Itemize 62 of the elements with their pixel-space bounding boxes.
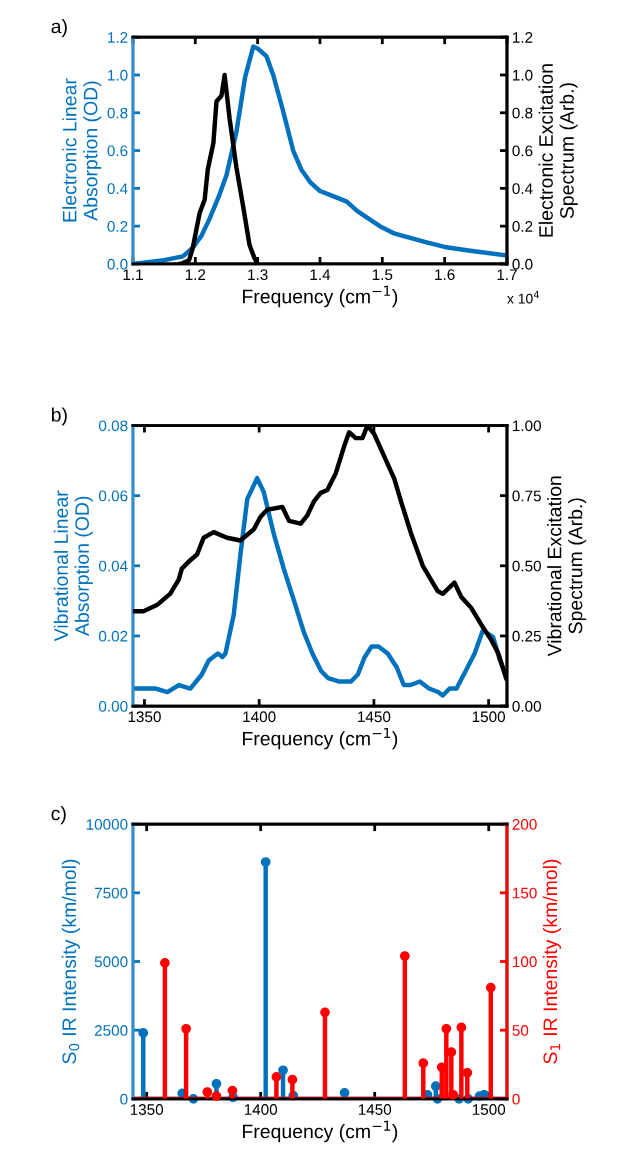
x-tick-label: 1.2 xyxy=(185,269,206,280)
y2-tick-label: 150 xyxy=(513,887,537,899)
x-tick-label: 1.6 xyxy=(435,269,455,281)
x-tick-label: 1450 xyxy=(358,1104,392,1115)
y2-tick-label: 0.4 xyxy=(512,183,533,195)
y-tick-label: 0.4 xyxy=(107,183,128,195)
y2-tick-label: 200 xyxy=(512,819,537,830)
y-tick-label: 0.02 xyxy=(98,630,128,642)
y2-tick-label: 0 xyxy=(512,1093,520,1105)
text: x 10$^{4}$ xyxy=(507,291,540,304)
x-axis-title: Frequency (cm$^{−1}$) xyxy=(243,285,398,308)
x-tick-label: 1.4 xyxy=(310,269,331,280)
x-tick-label: 1500 xyxy=(472,711,506,723)
x-tick-label: 1.5 xyxy=(372,269,393,281)
y-axis-title: Vibrational Linear Absorption (OD) xyxy=(53,490,93,642)
chart-title: b) xyxy=(51,407,67,426)
x-tick-label: 1.1 xyxy=(123,269,143,280)
chart-title: a) xyxy=(51,19,67,38)
y-axis-title: S$_{0}$ IR Intensity (km/mol) xyxy=(61,859,80,1064)
y-tick-label: 0.08 xyxy=(98,420,128,432)
y2-axis-title: S$_{1}$ IR Intensity (km/mol) xyxy=(542,859,562,1064)
x-axis-title: Frequency (cm$^{−1}$) xyxy=(243,1120,398,1143)
y2-tick-label: 1.00 xyxy=(513,420,541,432)
y2-tick-label: 1.0 xyxy=(513,69,533,81)
x-axis-title: Frequency (cm$^{−1}$) xyxy=(243,727,398,750)
y-tick-label: 0.06 xyxy=(98,490,128,502)
y2-tick-label: 0.75 xyxy=(512,490,541,502)
y-tick-label: 0 xyxy=(120,1093,128,1105)
y-tick-label: 5000 xyxy=(94,956,128,968)
y-tick-label: 1.0 xyxy=(108,69,128,81)
x-tick-label: 1500 xyxy=(472,1104,506,1115)
y-tick-label: 0.6 xyxy=(107,145,128,157)
chart-title: c) xyxy=(51,806,66,825)
y2-tick-label: 0.00 xyxy=(512,700,541,712)
y-tick-label: 7500 xyxy=(94,887,128,899)
y-tick-label: 0.8 xyxy=(107,107,128,119)
y-tick-label: 0.0 xyxy=(107,258,128,270)
y2-tick-label: 0.50 xyxy=(512,560,541,572)
y-tick-label: 0.04 xyxy=(98,560,128,572)
x-tick-label: 1.3 xyxy=(248,269,268,281)
y2-tick-label: 1.2 xyxy=(513,32,533,43)
y2-tick-label: 0.2 xyxy=(512,221,533,232)
x-tick-label: 1400 xyxy=(243,711,276,723)
y2-tick-label: 0.8 xyxy=(512,107,533,119)
y2-tick-label: 0.0 xyxy=(512,258,533,270)
y-tick-label: 0.2 xyxy=(107,221,128,232)
y2-tick-label: 100 xyxy=(513,956,537,968)
y-tick-label: 10000 xyxy=(86,819,128,830)
x-tick-label: 1.7 xyxy=(497,269,517,280)
y2-tick-label: 50 xyxy=(512,1025,529,1036)
y2-axis-title: Vibrational Excitation Spectrum (Arb.) xyxy=(547,476,587,657)
y-axis-title: Electronic Linear Absorption (OD) xyxy=(62,78,102,222)
y-tick-label: 0.00 xyxy=(98,700,128,712)
x-tick-label: 1450 xyxy=(358,711,391,723)
x-tick-label: 1350 xyxy=(130,1104,164,1115)
y2-tick-label: 0.25 xyxy=(512,630,541,642)
y2-tick-label: 0.6 xyxy=(512,145,533,157)
x-tick-label: 1350 xyxy=(128,711,161,723)
y2-axis-title: Electronic Excitation Spectrum (Arb.) xyxy=(538,64,578,237)
y-tick-label: 2500 xyxy=(94,1025,128,1036)
y-tick-label: 1.2 xyxy=(108,32,128,43)
x-tick-label: 1400 xyxy=(244,1104,278,1115)
